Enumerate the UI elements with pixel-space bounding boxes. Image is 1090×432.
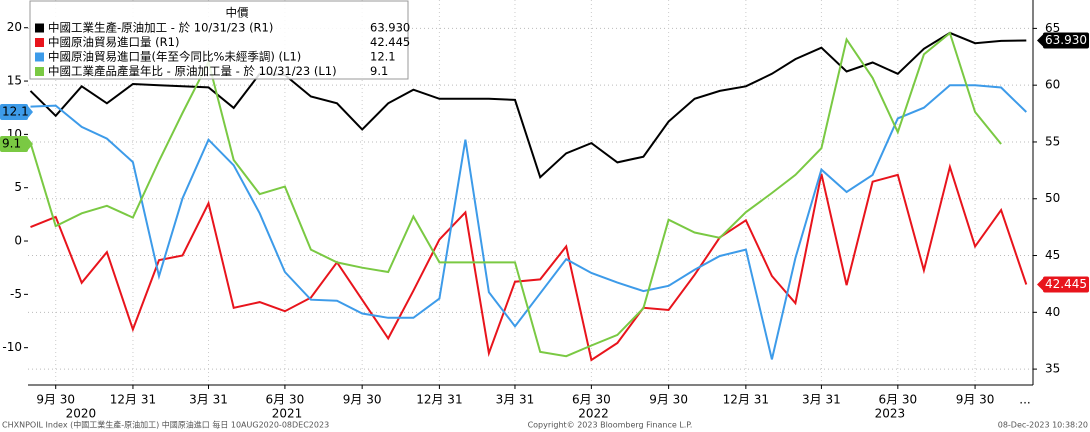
end-tag-arrow — [28, 137, 33, 150]
end-tag-arrow — [1037, 34, 1043, 47]
footer-center: Copyright© 2023 Bloomberg Finance L.P. — [528, 421, 693, 430]
y-tick-label: 5 — [14, 180, 22, 194]
y-tick-label: 20 — [7, 20, 22, 34]
x-tick-label: 3月 31 — [496, 393, 535, 407]
end-tag-label: 9.1 — [2, 136, 21, 150]
year-label: 2021 — [272, 407, 303, 421]
end-tag — [0, 135, 28, 152]
end-tag-label: 63.930 — [1045, 33, 1087, 47]
end-tag — [1043, 276, 1089, 293]
y-tick-label: -10 — [2, 340, 22, 354]
y2-tick-label: 40 — [1045, 305, 1060, 319]
end-tag-label: 12.1 — [2, 104, 29, 118]
end-tag-label: 42.445 — [1045, 277, 1087, 291]
x-tick-label: 12月 31 — [416, 393, 462, 407]
y2-tick-label: 45 — [1045, 248, 1060, 262]
legend-swatch — [35, 38, 44, 47]
legend-swatch — [35, 52, 44, 62]
legend-label: 中國工業生產-原油加工 - 於 10/31/23 (R1) — [48, 21, 273, 35]
series-line — [30, 163, 1028, 362]
legend-label: 中國原油貿易進口量(年至今同比%未經季調) (L1) — [48, 50, 301, 64]
y-tick-label: 0 — [14, 234, 22, 248]
x-tick-label: 3月 31 — [189, 393, 228, 407]
year-label: 2022 — [578, 407, 609, 421]
x-more: ... — [1019, 393, 1030, 407]
x-tick-label: 3月 31 — [802, 393, 841, 407]
legend-value: 9.1 — [370, 64, 388, 78]
y2-tick-label: 65 — [1045, 21, 1060, 35]
legend-value: 63.930 — [370, 21, 410, 35]
legend-label: 中國工業產品產量年比 - 原油加工量 - 於 10/31/23 (L1) — [48, 64, 337, 78]
y2-tick-label: 60 — [1045, 78, 1060, 92]
year-label: 2020 — [66, 407, 97, 421]
x-tick-label: 9月 30 — [343, 393, 382, 407]
x-tick-label: 9月 30 — [36, 393, 75, 407]
legend-value: 42.445 — [370, 35, 410, 49]
series-line — [29, 31, 1002, 358]
end-tag-arrow — [28, 105, 33, 118]
legend-label: 中國原油貿易進口量 (R1) — [48, 35, 179, 49]
y2-tick-label: 35 — [1045, 362, 1060, 376]
legend-swatch — [35, 23, 44, 33]
y-tick-label: -5 — [10, 287, 22, 301]
legend-title: 中價 — [226, 6, 249, 20]
x-tick-label: 6月 30 — [266, 393, 305, 407]
x-tick-label: 6月 30 — [878, 393, 917, 407]
year-label: 2023 — [875, 407, 906, 421]
legend-value: 12.1 — [370, 50, 396, 64]
end-tag — [0, 103, 28, 120]
y2-tick-label: 55 — [1045, 134, 1060, 148]
legend-box — [29, 0, 409, 80]
x-tick-label: 12月 31 — [110, 393, 156, 407]
x-tick-label: 9月 30 — [649, 393, 688, 407]
x-tick-label: 6月 30 — [572, 393, 611, 407]
y2-tick-label: 50 — [1045, 191, 1060, 205]
end-tag — [1043, 32, 1089, 49]
x-tick-label: 12月 31 — [723, 393, 769, 407]
x-tick-label: 9月 30 — [956, 393, 995, 407]
footer-left: CHXNPOIL Index (中國工業生產-原油加工) 中國原油進口 每日 1… — [2, 420, 329, 430]
y-tick-label: 15 — [7, 74, 22, 88]
end-tag-arrow — [1037, 278, 1043, 291]
footer-right: 08-Dec-2023 10:38:20 — [998, 421, 1088, 430]
legend-swatch — [35, 67, 44, 76]
